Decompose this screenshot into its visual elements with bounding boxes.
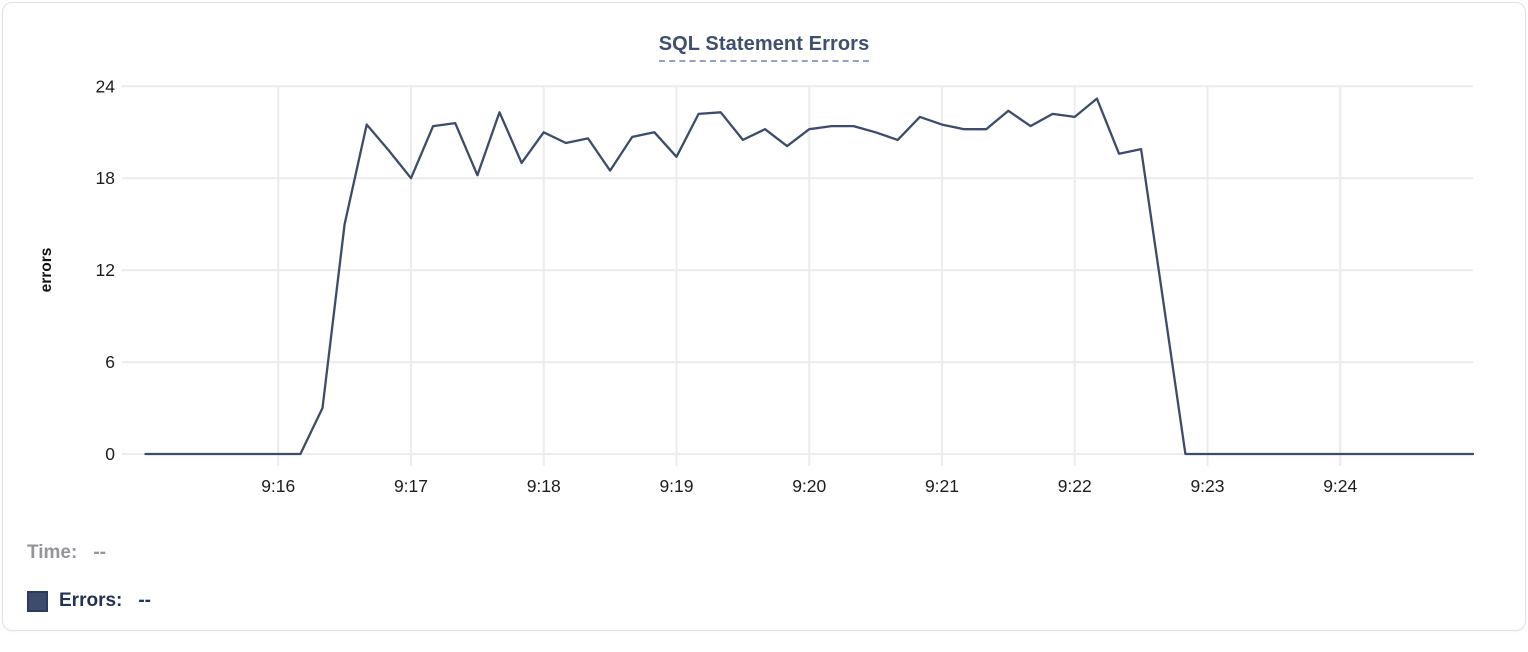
x-tick-label: 9:16 [261, 476, 295, 496]
legend-time-row: Time: -- [27, 541, 151, 565]
x-tick-label: 9:18 [527, 476, 561, 496]
x-tick-label: 9:24 [1323, 476, 1357, 496]
y-tick-label: 18 [96, 168, 115, 188]
chart-title[interactable]: SQL Statement Errors [658, 33, 870, 62]
chart-legend: Time: -- Errors: -- [27, 541, 151, 637]
y-tick-label: 12 [96, 260, 115, 280]
x-tick-label: 9:20 [792, 476, 826, 496]
x-tick-label: 9:17 [394, 476, 428, 496]
y-axis-label: errors [38, 248, 55, 293]
y-tick-label: 0 [105, 444, 115, 464]
chart-card: 0 6 12 18 24 9:16 9:17 9:18 9:19 9:20 9:21 9:22 9:23… [2, 2, 1526, 631]
errors-series-swatch-icon [27, 590, 48, 612]
x-tick-label: 9:22 [1058, 476, 1092, 496]
x-tick-label: 9:19 [659, 476, 693, 496]
x-tick-label: 9:23 [1190, 476, 1224, 496]
legend-time-value: -- [93, 542, 106, 563]
chart-title-wrap: SQL Statement Errors [3, 33, 1525, 62]
legend-errors-value: -- [138, 590, 152, 611]
legend-errors-label: Errors: [59, 590, 123, 611]
y-tick-label: 24 [96, 76, 116, 96]
y-tick-label: 6 [105, 352, 115, 372]
legend-time-label: Time: [27, 542, 78, 563]
x-tick-label: 9:21 [925, 476, 959, 496]
legend-errors-row[interactable]: Errors: -- [27, 589, 151, 613]
errors-series-line [144, 97, 1475, 456]
sql-errors-line-chart[interactable]: 0 6 12 18 24 9:16 9:17 9:18 9:19 9:20 9:21 9:22 9:23… [3, 3, 1528, 503]
